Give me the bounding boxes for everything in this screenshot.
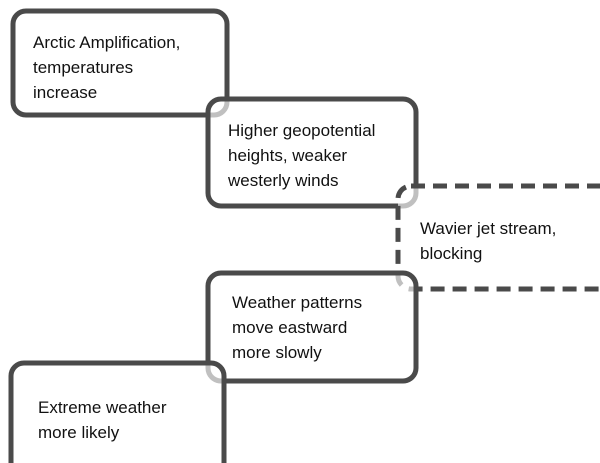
node-box [205,270,419,384]
node-label: more slowly [232,343,322,362]
node-label: increase [33,83,97,102]
node-label: Wavier jet stream, [420,219,556,238]
node-label: Extreme weather [38,398,167,417]
node-label: Higher geopotential [228,121,375,140]
node-label: heights, weaker [228,146,347,165]
node-label: temperatures [33,58,133,77]
node-label: Arctic Amplification, [33,33,180,52]
node-box-dashed [395,183,600,292]
node-box [10,8,230,118]
node-label: westerly winds [227,171,339,190]
node-box [205,96,419,209]
node-label: more likely [38,423,120,442]
node-label: blocking [420,244,482,263]
node-label: Weather patterns [232,293,362,312]
node-box [8,360,227,463]
labels: Arctic Amplification, temperatures increas… [33,33,556,442]
node-label: move eastward [232,318,347,337]
